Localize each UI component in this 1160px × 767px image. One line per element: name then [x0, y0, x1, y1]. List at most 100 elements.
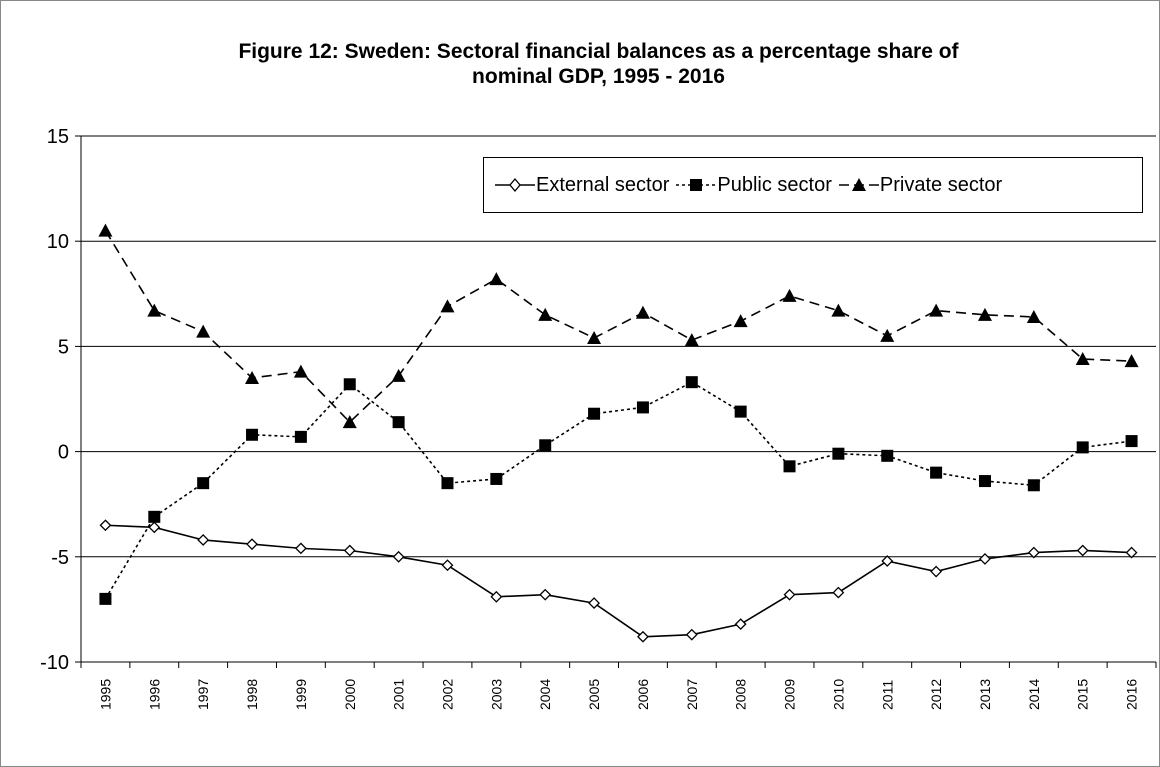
data-point	[880, 328, 895, 342]
data-point	[148, 510, 161, 523]
data-point	[148, 521, 161, 534]
series-line	[104, 381, 1132, 600]
series-layer	[98, 223, 1139, 643]
data-point	[539, 439, 552, 452]
x-tick-label: 2002	[439, 679, 455, 710]
data-point	[538, 307, 553, 321]
data-point	[246, 428, 259, 441]
data-point	[685, 376, 698, 389]
grid-layer	[81, 135, 1156, 558]
data-point	[734, 618, 747, 631]
legend-item-private: Private sector	[838, 174, 1002, 197]
data-point	[636, 401, 649, 414]
data-point	[294, 542, 307, 555]
legend-item-external: External sector	[494, 174, 669, 197]
data-point	[147, 303, 162, 317]
data-point	[635, 305, 650, 319]
data-point	[440, 299, 455, 313]
x-tick-label: 2010	[830, 679, 846, 710]
data-point	[881, 555, 894, 567]
x-tick-label: 1998	[244, 679, 260, 710]
data-point	[929, 303, 944, 317]
data-point	[489, 272, 504, 286]
y-tick-label: -10	[40, 652, 69, 674]
data-point	[99, 519, 112, 532]
data-point	[977, 307, 992, 321]
legend-label-external: External sector	[536, 173, 670, 196]
data-point	[539, 588, 552, 601]
data-point	[294, 430, 307, 443]
chart-title-line-1: Figure 12: Sweden: Sectoral financial ba…	[238, 40, 959, 63]
data-point	[197, 477, 210, 490]
data-point	[1076, 544, 1089, 557]
chart-title: Figure 12: Sweden: Sectoral financial ba…	[1, 39, 1160, 89]
data-point	[392, 550, 405, 563]
data-point	[1125, 435, 1138, 448]
series-line	[104, 230, 1132, 424]
data-point	[245, 370, 260, 384]
y-tick-label: 5	[58, 336, 69, 358]
series-private-sector	[98, 223, 1139, 429]
data-point	[930, 466, 943, 479]
data-point	[588, 597, 600, 610]
data-point	[831, 303, 846, 317]
data-point	[1075, 352, 1090, 366]
data-point	[832, 447, 845, 460]
x-tick-label: 1995	[97, 679, 113, 710]
data-point	[637, 630, 649, 643]
x-tick-label: 1999	[293, 679, 309, 710]
legend-swatch-external	[495, 177, 535, 193]
x-tick-label: 2001	[391, 679, 407, 710]
legend-swatch-public	[676, 179, 717, 191]
data-point	[685, 628, 698, 641]
x-tick-label: 2006	[635, 679, 651, 710]
data-point	[832, 586, 845, 599]
data-point	[441, 559, 454, 572]
x-tick-label: 2016	[1124, 679, 1140, 710]
x-tick-label: 2000	[342, 679, 358, 710]
legend-swatch-private	[838, 178, 879, 191]
data-point	[98, 223, 113, 237]
x-tick-label: 2007	[684, 679, 700, 710]
y-tick-label: 15	[47, 126, 69, 148]
data-point	[391, 368, 406, 382]
series-external-sector	[99, 519, 1138, 643]
data-point	[978, 475, 991, 488]
data-point	[930, 565, 943, 578]
data-point	[246, 538, 258, 551]
x-tick-label: 2013	[977, 679, 993, 710]
series-line	[105, 524, 1132, 638]
data-point	[783, 460, 796, 473]
data-point	[587, 330, 602, 344]
x-tick-label: 1997	[195, 679, 211, 710]
data-point	[343, 378, 356, 391]
x-tick-label: 2011	[879, 680, 895, 710]
legend-label-private: Private sector	[879, 173, 1003, 196]
data-point	[1124, 354, 1139, 368]
y-tick-label: -5	[51, 547, 69, 569]
y-tick-label: 0	[58, 442, 69, 464]
data-point	[733, 314, 748, 328]
legend-label-public: Public sector	[717, 173, 832, 196]
chart-title-line-2: nominal GDP, 1995 - 2016	[472, 65, 725, 88]
data-point	[441, 477, 454, 490]
data-point	[783, 588, 796, 601]
x-tick-label: 2004	[537, 679, 553, 710]
data-point	[293, 364, 308, 378]
data-point	[588, 407, 601, 420]
data-point	[490, 590, 503, 603]
x-tick-label: 1996	[146, 679, 162, 710]
data-point	[734, 405, 747, 418]
data-point	[1027, 479, 1040, 492]
chart-legend: External sector Public sector Private se…	[483, 157, 1143, 213]
x-tick-label: 2012	[928, 679, 944, 710]
data-point	[197, 534, 210, 546]
x-tick-label: 2009	[782, 679, 798, 710]
x-tick-label: 2008	[733, 679, 749, 710]
axis-layer: -10 -5 0 5 10 15 1995 1996 1997 1998 1999 2000 2001 2…	[40, 126, 1157, 710]
data-point	[1125, 546, 1138, 559]
data-point	[490, 472, 503, 485]
x-tick-label: 2014	[1026, 679, 1042, 710]
